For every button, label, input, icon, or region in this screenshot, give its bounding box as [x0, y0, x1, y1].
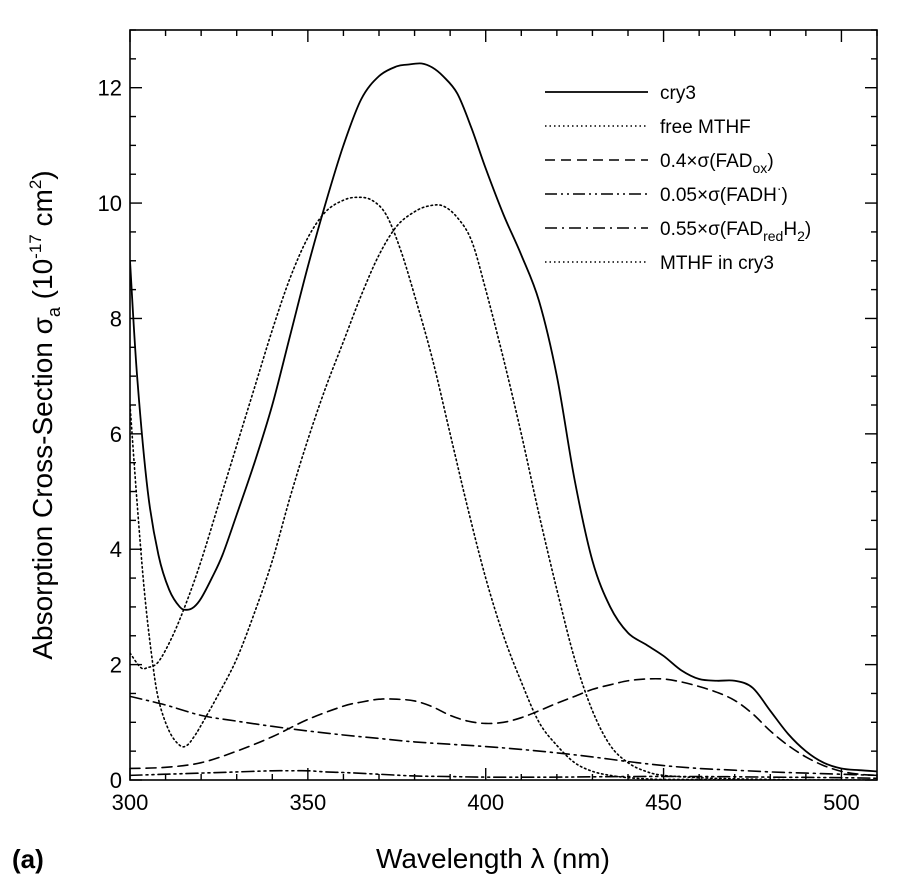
axis-ticks [129, 29, 878, 781]
y-axis-title-main: Absorption Cross-Section σ [27, 317, 58, 660]
legend-label-3: 0.4×σ(FADox) [660, 151, 774, 176]
legend-label-6: MTHF in cry3 [660, 253, 774, 274]
series-line-1 [130, 62, 877, 773]
legend-label-5: 0.55×σ(FADredH2) [660, 219, 811, 244]
x-tick-label: 350 [289, 790, 326, 815]
y-tick-label: 6 [110, 422, 122, 447]
legend-label-4: 0.05×σ(FADH·) [660, 180, 788, 206]
y-tick-label: 4 [110, 537, 122, 562]
legend: cry3 free MTHF 0.4×σ(FADox) 0.05×σ(FADH·) 0.… [545, 83, 811, 274]
y-axis-title-unit-close: ) [27, 170, 58, 179]
series-line-4 [130, 769, 877, 780]
x-tick-label: 500 [823, 790, 860, 815]
y-tick-label: 0 [110, 768, 122, 793]
y-tick-label: 2 [110, 653, 122, 678]
plot-border [129, 29, 878, 781]
y-tick-label: 12 [98, 76, 122, 101]
series-line-2 [130, 196, 877, 780]
y-tick-label: 10 [98, 191, 122, 216]
x-tick-label: 300 [112, 790, 149, 815]
y-axis-title-unit-open: (10 [27, 259, 58, 307]
y-axis-title-sub: a [44, 306, 64, 317]
panel-label: (a) [12, 844, 44, 874]
legend-label-2: free MTHF [660, 117, 751, 138]
x-axis-title: Wavelength λ (nm) [376, 843, 610, 874]
y-axis-title-unit-sup: -17 [26, 234, 45, 259]
series-line-6 [130, 204, 877, 780]
y-axis-title-unit-sup2: 2 [26, 180, 45, 189]
series-layer [130, 62, 877, 780]
legend-label-1: cry3 [660, 83, 696, 104]
y-axis-title-unit-mid: cm [27, 189, 58, 234]
plot-frame [129, 29, 878, 781]
axis-tick-labels: 300 350 400 450 500 0 2 4 6 8 10 12 [98, 76, 860, 815]
x-tick-label: 400 [467, 790, 504, 815]
series-line-5 [130, 695, 877, 777]
y-axis-title: Absorption Cross-Section σa (10-17 cm2) [26, 170, 64, 659]
x-tick-label: 450 [645, 790, 682, 815]
y-tick-label: 8 [110, 306, 122, 331]
series-line-3 [130, 677, 877, 777]
